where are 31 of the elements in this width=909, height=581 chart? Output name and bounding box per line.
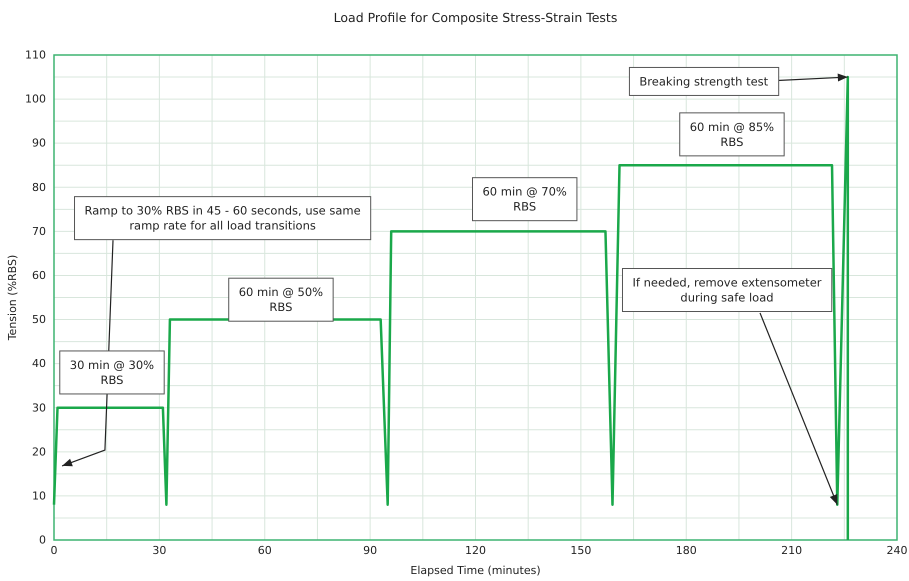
x-tick-label: 120 [465, 544, 486, 557]
x-tick-label: 60 [258, 544, 272, 557]
y-tick-label: 50 [32, 313, 46, 326]
y-tick-label: 70 [32, 224, 46, 238]
annotation: 30 min @ 30% RBS [70, 358, 154, 387]
x-tick-label: 180 [676, 544, 697, 557]
x-tick-label: 0 [50, 544, 58, 557]
y-tick-label: 30 [32, 401, 46, 414]
x-tick-label: 240 [886, 544, 908, 557]
annotation: Ramp to 30% RBS in 45 - 60 seconds, use same ramp rate for all load transitions [84, 204, 361, 233]
y-axis-title: Tension (%RBS) [6, 254, 19, 342]
x-tick-label: 210 [781, 544, 802, 557]
x-tick-label: 150 [570, 544, 592, 557]
annotation: 60 min @ 50% RBS [238, 285, 324, 314]
annotation: If needed, remove extensometer during safe load [632, 276, 822, 305]
annotation: 60 min @ 70% RBS [482, 184, 567, 214]
annotation: 60 min @ 85% RBS [690, 120, 774, 149]
y-tick-label: 10 [32, 489, 46, 502]
y-tick-label: 100 [25, 92, 46, 106]
y-tick-label: 110 [25, 48, 46, 62]
chart-title: Load Profile for Composite Stress-Strain Tests [334, 10, 618, 25]
y-tick-label: 20 [32, 445, 46, 458]
x-axis-title: Elapsed Time (minutes) [410, 564, 541, 577]
y-tick-label: 0 [39, 534, 46, 547]
y-tick-label: 60 [32, 268, 46, 282]
y-tick-label: 40 [32, 357, 46, 370]
y-tick-label: 80 [32, 180, 46, 194]
annotation: Breaking strength test [639, 74, 769, 88]
y-tick-label: 90 [32, 136, 46, 150]
x-tick-label: 90 [363, 544, 378, 557]
x-tick-label: 30 [152, 544, 166, 557]
